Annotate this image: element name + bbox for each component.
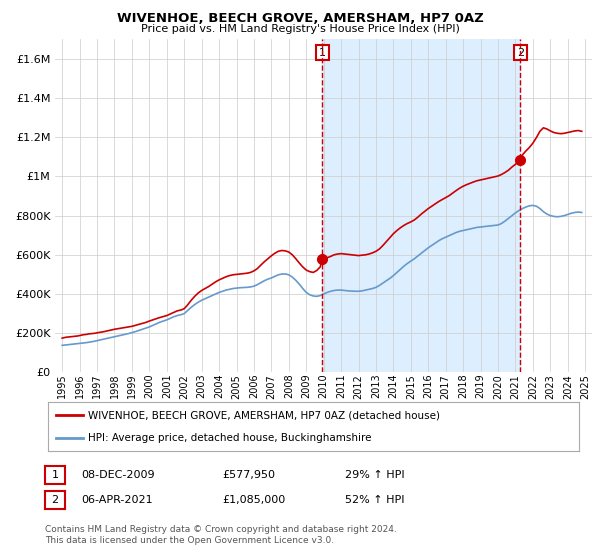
Text: Price paid vs. HM Land Registry's House Price Index (HPI): Price paid vs. HM Land Registry's House … — [140, 24, 460, 34]
Text: WIVENHOE, BEECH GROVE, AMERSHAM, HP7 0AZ (detached house): WIVENHOE, BEECH GROVE, AMERSHAM, HP7 0AZ… — [88, 410, 440, 421]
Text: 52% ↑ HPI: 52% ↑ HPI — [345, 495, 404, 505]
Text: 06-APR-2021: 06-APR-2021 — [81, 495, 152, 505]
Bar — [322, 39, 520, 372]
Text: 2: 2 — [517, 48, 524, 58]
Text: 1: 1 — [319, 48, 326, 58]
Text: 2: 2 — [52, 495, 58, 505]
Text: £1,085,000: £1,085,000 — [222, 495, 285, 505]
Text: 08-DEC-2009: 08-DEC-2009 — [81, 470, 155, 480]
Text: HPI: Average price, detached house, Buckinghamshire: HPI: Average price, detached house, Buck… — [88, 433, 371, 444]
Text: WIVENHOE, BEECH GROVE, AMERSHAM, HP7 0AZ: WIVENHOE, BEECH GROVE, AMERSHAM, HP7 0AZ — [116, 12, 484, 25]
Text: Contains HM Land Registry data © Crown copyright and database right 2024.
This d: Contains HM Land Registry data © Crown c… — [45, 525, 397, 545]
Text: 29% ↑ HPI: 29% ↑ HPI — [345, 470, 404, 480]
Text: £577,950: £577,950 — [222, 470, 275, 480]
Text: 1: 1 — [52, 470, 58, 480]
